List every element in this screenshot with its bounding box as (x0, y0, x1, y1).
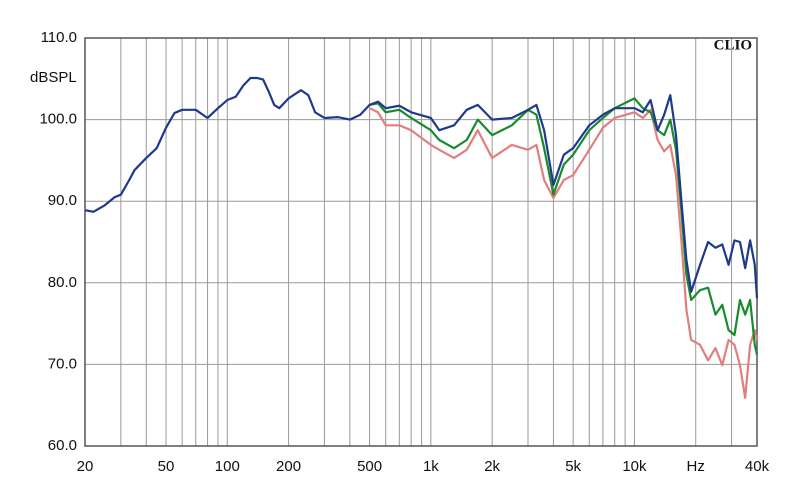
series-line (369, 97, 759, 355)
x-tick-label: 5k (565, 458, 581, 475)
x-tick-label: 200 (276, 458, 301, 475)
series-line (369, 107, 759, 399)
annotation: CLIO (714, 37, 752, 53)
x-tick-label: 2k (484, 458, 500, 475)
x-tick-label: 100 (215, 458, 240, 475)
y-axis-label: dBSPL (30, 69, 77, 86)
x-tick-label: 500 (357, 458, 382, 475)
y-tick-label: 110.0 (41, 29, 77, 46)
y-tick-label: 60.0 (48, 437, 77, 454)
y-tick-label: 100.0 (39, 111, 77, 128)
series-line (84, 76, 759, 299)
plot-frame (84, 37, 758, 447)
x-tick-label: 10k (622, 458, 647, 475)
y-tick-label: 80.0 (48, 274, 77, 291)
x-tick-label: Hz (687, 458, 705, 475)
x-tick-label: 20 (77, 458, 94, 475)
y-tick-label: 70.0 (48, 355, 77, 372)
x-tick-label: 1k (423, 458, 439, 475)
x-tick-label: 40k (745, 458, 770, 475)
x-tick-label: 50 (158, 458, 175, 475)
y-tick-label: 90.0 (48, 192, 77, 209)
